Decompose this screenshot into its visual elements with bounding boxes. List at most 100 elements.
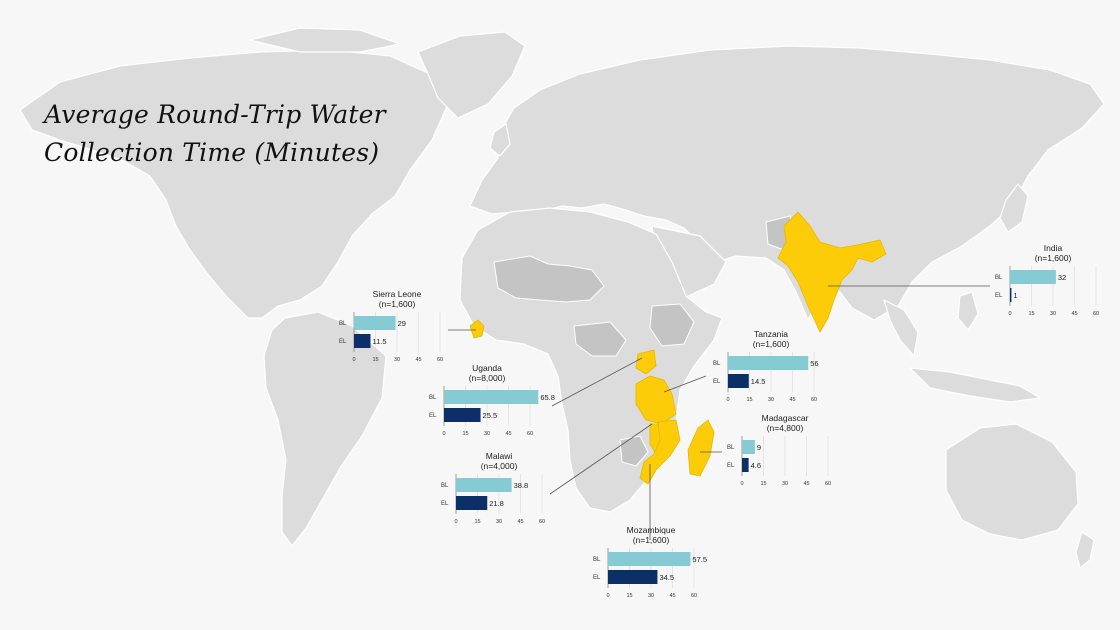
bar-mozambique-bl: [608, 552, 691, 566]
x-tick-label: 45: [669, 593, 675, 599]
x-tick-label: 0: [352, 357, 355, 363]
x-tick-label: 60: [825, 481, 831, 487]
land-masses: [19, 27, 1105, 569]
value-label: 32: [1058, 273, 1066, 282]
category-label-bl: BL: [593, 557, 601, 563]
bar-sierra-leone-el: [354, 334, 371, 348]
x-tick-label: 60: [1093, 311, 1099, 317]
connector-uganda: [551, 357, 643, 407]
category-label-el: EL: [339, 339, 347, 345]
chart-sample-size-label: (n=8,000): [469, 373, 506, 383]
australia: [945, 423, 1079, 541]
mini-chart-svg: Sierra Leone(n=1,600) 0 15 30 45 60 BL 29 EL 11.5: [339, 289, 443, 363]
shaded-countries: [493, 215, 799, 467]
x-tick-label: 60: [691, 593, 697, 599]
x-tick-label: 45: [803, 481, 809, 487]
x-tick-label: 30: [768, 397, 774, 403]
x-tick-label: 30: [648, 593, 654, 599]
x-tick-label: 60: [527, 431, 533, 437]
bar-tanzania-el: [728, 374, 749, 388]
mini-chart-svg: Mozambique(n=1,600) 0 15 30 45 60 BL 57.5 EL 34.5: [593, 525, 707, 599]
category-label-el: EL: [441, 501, 449, 507]
philippines: [957, 291, 979, 331]
value-label: 29: [398, 319, 406, 328]
x-tick-label: 0: [442, 431, 445, 437]
x-tick-label: 60: [811, 397, 817, 403]
value-label: 4.6: [751, 461, 761, 470]
chart-country-label: India: [1044, 243, 1063, 253]
chart-country-label: Malawi: [486, 451, 513, 461]
central-africa: [573, 321, 627, 357]
x-tick-label: 30: [1050, 311, 1056, 317]
southeast-asia: [883, 299, 919, 357]
chart-country-label: Uganda: [472, 363, 502, 373]
uganda-shape: [635, 349, 657, 375]
chart-country-label: Tanzania: [754, 329, 788, 339]
chart-country-label: Madagascar: [762, 413, 809, 423]
tanzania-shape: [635, 375, 677, 425]
japan: [999, 183, 1029, 233]
x-tick-label: 15: [372, 357, 378, 363]
south-america: [263, 311, 387, 547]
bar-madagascar-el: [742, 458, 749, 472]
chart-india: India (n=1,600) 0 15 30 45 60 BL 32 EL 1: [994, 242, 1112, 333]
category-label-bl: BL: [995, 275, 1003, 281]
category-label-el: EL: [727, 463, 735, 469]
category-label-bl: BL: [441, 483, 449, 489]
horn-of-africa: [649, 303, 695, 347]
eurasia: [469, 45, 1105, 321]
x-tick-label: 45: [517, 519, 523, 525]
category-label-el: EL: [713, 379, 721, 385]
chart-sample-size-label: (n=1,600): [633, 535, 670, 545]
x-tick-label: 15: [1028, 311, 1034, 317]
bar-malawi-bl: [456, 478, 512, 492]
map-title-line-1: Average Round-Trip Water: [44, 100, 386, 129]
madagascar-shape: [687, 419, 715, 477]
x-tick-label: 60: [539, 519, 545, 525]
bar-madagascar-bl: [742, 440, 755, 454]
bar-india-bl: [1010, 270, 1056, 284]
chart-sample-size-label: (n=4,000): [481, 461, 518, 471]
mini-chart-svg: Uganda(n=8,000) 0 15 30 45 60 BL 65.8 EL 25.5: [429, 363, 555, 437]
value-label: 21.8: [489, 499, 504, 508]
x-tick-label: 0: [726, 397, 729, 403]
chart-malawi: Malawi (n=4,000) 0 15 30 45 60 BL 38.8 EL 21.8: [440, 450, 558, 541]
chart-sample-size-label: (n=1,600): [1035, 253, 1072, 263]
chart-madagascar: Madagascar (n=4,800) 0 15 30 45 60 BL 9 EL 4.6: [726, 412, 844, 503]
indonesia: [909, 367, 1041, 403]
x-tick-label: 30: [394, 357, 400, 363]
highlighted-countries: [469, 211, 887, 485]
chart-country-label: Mozambique: [627, 525, 676, 535]
chart-sample-size-label: (n=1,600): [753, 339, 790, 349]
connector-lines: [448, 285, 990, 540]
value-label: 65.8: [540, 393, 555, 402]
x-tick-label: 15: [474, 519, 480, 525]
value-label: 1: [1013, 291, 1017, 300]
chart-uganda: Uganda (n=8,000) 0 15 30 45 60 BL 65.8 EL 25.5: [428, 362, 555, 453]
x-tick-label: 60: [437, 357, 443, 363]
chart-sample-size-label: (n=1,600): [379, 299, 416, 309]
sahel-region: [493, 255, 605, 303]
x-tick-label: 30: [484, 431, 490, 437]
value-label: 38.8: [514, 481, 529, 490]
x-tick-label: 15: [746, 397, 752, 403]
greenland: [417, 31, 526, 119]
x-tick-label: 0: [1008, 311, 1011, 317]
x-tick-label: 0: [740, 481, 743, 487]
x-tick-label: 0: [454, 519, 457, 525]
map-title: Average Round-Trip Water Collection Time…: [44, 96, 386, 172]
x-tick-label: 45: [415, 357, 421, 363]
x-tick-label: 30: [782, 481, 788, 487]
bar-uganda-el: [444, 408, 481, 422]
chart-tanzania: Tanzania (n=1,600) 0 15 30 45 60 BL 56 EL 14.5: [712, 328, 830, 419]
connector-malawi: [549, 423, 653, 495]
category-label-el: EL: [429, 413, 437, 419]
chart-country-label: Sierra Leone: [373, 289, 422, 299]
x-tick-label: 30: [496, 519, 502, 525]
chart-sample-size-label: (n=4,800): [767, 423, 804, 433]
value-label: 57.5: [692, 555, 707, 564]
mini-chart-svg: India(n=1,600) 0 15 30 45 60 BL 32 EL 1: [995, 243, 1099, 317]
category-label-bl: BL: [713, 361, 721, 367]
x-tick-label: 45: [1071, 311, 1077, 317]
